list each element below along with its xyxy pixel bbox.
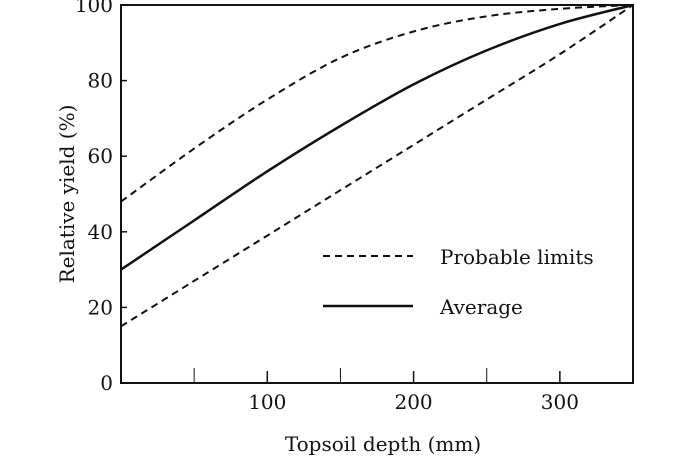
y-axis-title: Relative yield (%) <box>55 105 79 284</box>
legend-label-average: Average <box>439 295 523 319</box>
y-tick-label: 60 <box>88 144 113 168</box>
legend: Probable limits Average <box>323 245 594 319</box>
y-tick-label: 0 <box>100 371 113 395</box>
x-tick-label: 300 <box>541 390 579 414</box>
plot-frame <box>120 4 634 384</box>
y-tick-label: 40 <box>88 220 113 244</box>
x-axis-title: Topsoil depth (mm) <box>285 432 481 456</box>
y-tick-label: 80 <box>88 69 113 93</box>
legend-label-probable-limits: Probable limits <box>440 245 594 269</box>
x-tick-label: 100 <box>248 390 286 414</box>
y-tick-label: 20 <box>88 295 113 319</box>
series-layer <box>120 3 634 328</box>
ticks-layer: 0 20 40 60 80 100 100 200 300 <box>75 0 579 414</box>
series-line-probable-limits-upper-limit <box>120 4 634 203</box>
x-tick-label: 200 <box>394 390 432 414</box>
series-line-probable-limits-lower-limit <box>120 4 634 328</box>
series-line-average <box>120 3 634 271</box>
plot-area <box>120 4 634 384</box>
y-tick-label: 100 <box>75 0 113 17</box>
